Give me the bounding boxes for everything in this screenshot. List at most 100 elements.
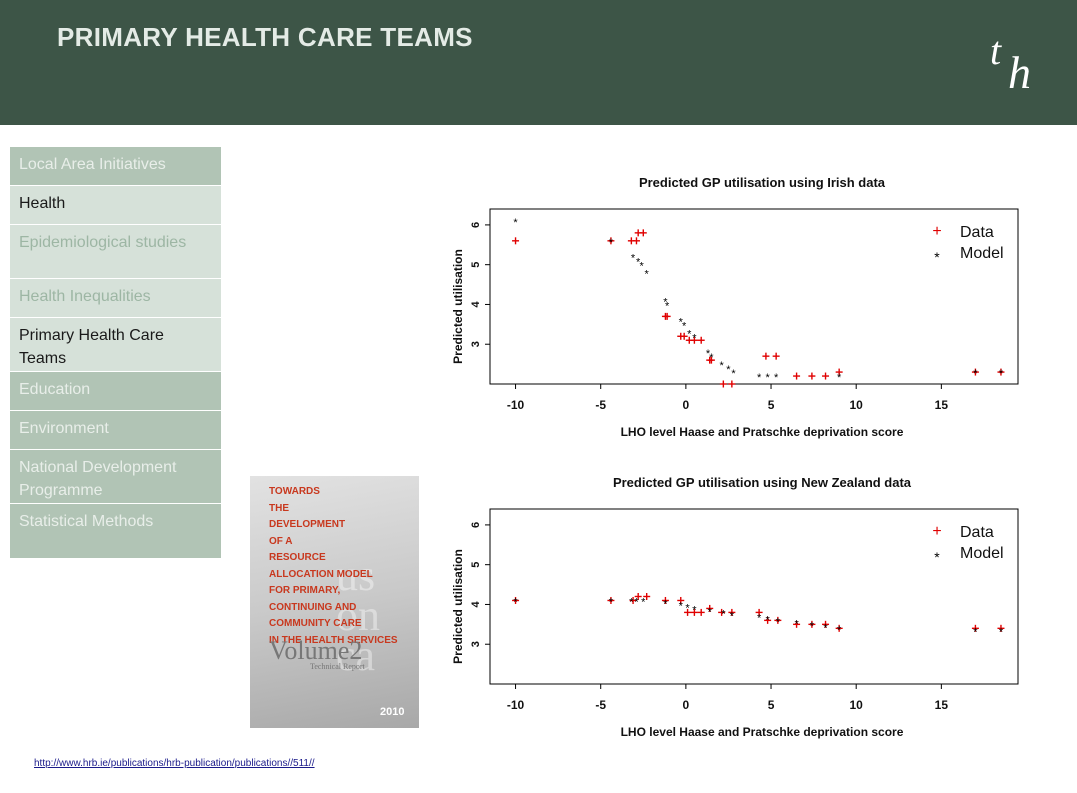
cover-title: TOWARDS THE DEVELOPMENT OF A RESOURCE AL… <box>269 486 398 646</box>
sidebar-item-statistical-methods[interactable]: Statistical Methods <box>10 504 221 558</box>
data-point <box>643 593 651 600</box>
y-tick-label: 4 <box>470 301 482 308</box>
chart-title: Predicted GP utilisation using New Zeala… <box>613 475 912 490</box>
x-tick-label: -10 <box>507 398 525 412</box>
chart-title: Predicted GP utilisation using Irish dat… <box>639 175 886 190</box>
sidebar-nav: Local Area Initiatives Health Epidemiolo… <box>10 147 221 558</box>
svg-text:h: h <box>1008 47 1031 98</box>
model-point: * <box>719 360 724 372</box>
model-point: * <box>721 608 726 620</box>
x-tick-label: 15 <box>935 398 949 412</box>
model-point: * <box>634 596 639 608</box>
data-point <box>719 380 727 388</box>
data-point <box>774 616 782 624</box>
sidebar-item-epidemiological-studies[interactable]: Epidemiological studies <box>10 225 221 279</box>
page-title: PRIMARY HEALTH CARE TEAMS <box>57 22 473 52</box>
data-point <box>697 336 705 344</box>
x-tick-label: 5 <box>768 398 775 412</box>
data-point <box>808 372 816 380</box>
data-point <box>677 596 685 604</box>
data-point <box>684 608 692 616</box>
y-tick-label: 4 <box>470 601 482 608</box>
x-tick-label: -5 <box>595 698 606 712</box>
model-point: * <box>685 602 690 614</box>
data-point <box>835 368 843 376</box>
model-point: * <box>708 606 713 618</box>
data-point <box>997 368 1005 376</box>
data-point <box>755 608 763 616</box>
sidebar-item-label: Epidemiological studies <box>19 234 187 251</box>
legend-data-label: Data <box>960 224 994 241</box>
legend-data-label: Data <box>960 524 994 541</box>
sidebar-item-environment[interactable]: Environment <box>10 411 221 450</box>
data-point <box>793 620 801 628</box>
sidebar-item-label: Health <box>19 195 66 212</box>
x-tick-label: 5 <box>768 698 775 712</box>
data-point <box>793 372 801 380</box>
data-point <box>639 229 647 237</box>
data-point <box>607 596 615 604</box>
model-point: * <box>757 372 762 384</box>
sidebar-item-education[interactable]: Education <box>10 372 221 411</box>
model-point: * <box>609 237 614 249</box>
data-point <box>634 593 642 600</box>
x-tick-label: 0 <box>683 398 690 412</box>
y-axis-label: Predicted utilisation <box>451 249 465 364</box>
sidebar-item-label: Health Inequalities <box>19 288 151 305</box>
cover-volume: Volume2 <box>269 636 363 665</box>
legend-data-marker: + <box>932 223 941 240</box>
x-tick-label: 10 <box>850 698 864 712</box>
sidebar-item-primary-health-care-teams[interactable]: Primary Health Care Teams <box>10 318 221 372</box>
plot-frame <box>489 208 1019 385</box>
data-point <box>632 237 640 245</box>
model-point: * <box>692 604 697 616</box>
model-point: * <box>776 616 781 628</box>
report-link[interactable]: http://www.hrb.ie/publications/hrb-publi… <box>34 758 315 769</box>
model-point: * <box>631 253 636 265</box>
legend: + Data * Model <box>932 223 1003 265</box>
x-tick-label: 15 <box>935 698 949 712</box>
model-point: * <box>973 368 978 380</box>
data-point <box>607 237 615 245</box>
data-point <box>629 596 637 604</box>
model-point: * <box>679 600 684 612</box>
x-axis-label: LHO level Haase and Pratschke deprivatio… <box>621 425 904 439</box>
data-point <box>762 352 770 360</box>
sidebar-item-local-area-initiatives[interactable]: Local Area Initiatives <box>10 147 221 186</box>
legend-model-marker: * <box>934 249 940 265</box>
data-point <box>971 368 979 376</box>
model-point: * <box>794 618 799 630</box>
data-point <box>697 608 705 616</box>
data-point <box>728 608 736 616</box>
chart-new-zealand-data: Predicted GP utilisation using New Zeala… <box>451 475 1019 739</box>
model-point: * <box>810 620 815 632</box>
model-point: * <box>682 320 687 332</box>
model-point: * <box>837 372 842 384</box>
sidebar-item-label: National Development Programme <box>19 459 177 499</box>
data-point <box>822 620 830 628</box>
data-point <box>663 312 671 320</box>
model-point: * <box>709 352 714 364</box>
model-point: * <box>692 332 697 344</box>
model-point: * <box>730 610 735 622</box>
report-cover-image: us on ca TOWARDS THE DEVELOPMENT OF A RESO… <box>250 476 419 728</box>
legend-data-marker: + <box>932 523 941 540</box>
chart-irish-data: Predicted GP utilisation using Irish dat… <box>451 175 1019 439</box>
svg-text:t: t <box>990 28 1002 73</box>
data-point <box>718 608 726 616</box>
legend: + Data * Model <box>932 523 1003 565</box>
data-point <box>997 624 1005 632</box>
model-point: * <box>641 596 646 608</box>
y-tick-label: 6 <box>470 222 482 228</box>
model-point: * <box>663 598 668 610</box>
sidebar-item-health-inequalities[interactable]: Health Inequalities <box>10 279 221 318</box>
model-point: * <box>706 348 711 360</box>
model-point: * <box>757 612 762 624</box>
model-point: * <box>731 368 736 380</box>
x-axis-label: LHO level Haase and Pratschke deprivatio… <box>621 725 904 739</box>
data-point <box>971 624 979 632</box>
sidebar-item-health[interactable]: Health <box>10 186 221 225</box>
model-point: * <box>636 257 641 269</box>
sidebar-item-national-development-programme[interactable]: National Development Programme <box>10 450 221 504</box>
legend-model-label: Model <box>960 545 1004 562</box>
